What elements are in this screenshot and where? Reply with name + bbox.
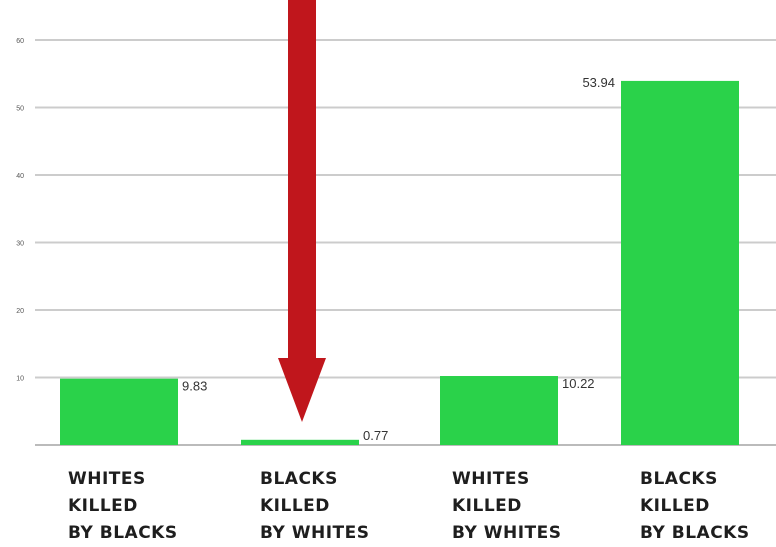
x-tick-label-line: KILLED [452,496,522,516]
x-tick-label-line: WHITES [452,469,530,489]
bar [440,376,558,445]
data-label: 10.22 [562,376,595,391]
x-tick-label-line: BLACKS [640,469,718,489]
x-tick-label-line: KILLED [260,496,330,516]
y-tick-label: 60 [16,38,24,45]
bar [241,439,359,445]
data-label: 0.77 [363,428,388,443]
y-tick-label: 10 [16,376,24,383]
x-tick-label-line: BY BLACKS [640,523,750,543]
bar [621,80,739,445]
data-label: 9.83 [182,379,207,394]
x-tick-label: WHITES KILLED BY WHITES [452,466,562,547]
y-tick-label: 20 [16,308,24,315]
x-tick-label: WHITES KILLED BY BLACKS [68,466,178,547]
x-tick-label-line: WHITES [68,469,146,489]
y-tick-label: 40 [16,173,24,180]
x-tick-label: BLACKS KILLED BY WHITES [260,466,370,547]
x-tick-label-line: BLACKS [260,469,338,489]
bar [60,378,178,445]
data-label: 53.94 [582,75,615,90]
x-tick-label-line: KILLED [640,496,710,516]
x-tick-label-line: BY WHITES [260,523,370,543]
x-tick-label-line: BY WHITES [452,523,562,543]
y-tick-label: 50 [16,106,24,113]
x-tick-label: BLACKS KILLED BY BLACKS [640,466,750,547]
y-tick-label: 30 [16,241,24,248]
arrow-head [278,358,326,422]
x-tick-label-line: KILLED [68,496,138,516]
arrow-shaft [288,0,316,360]
x-tick-label-line: BY BLACKS [68,523,178,543]
